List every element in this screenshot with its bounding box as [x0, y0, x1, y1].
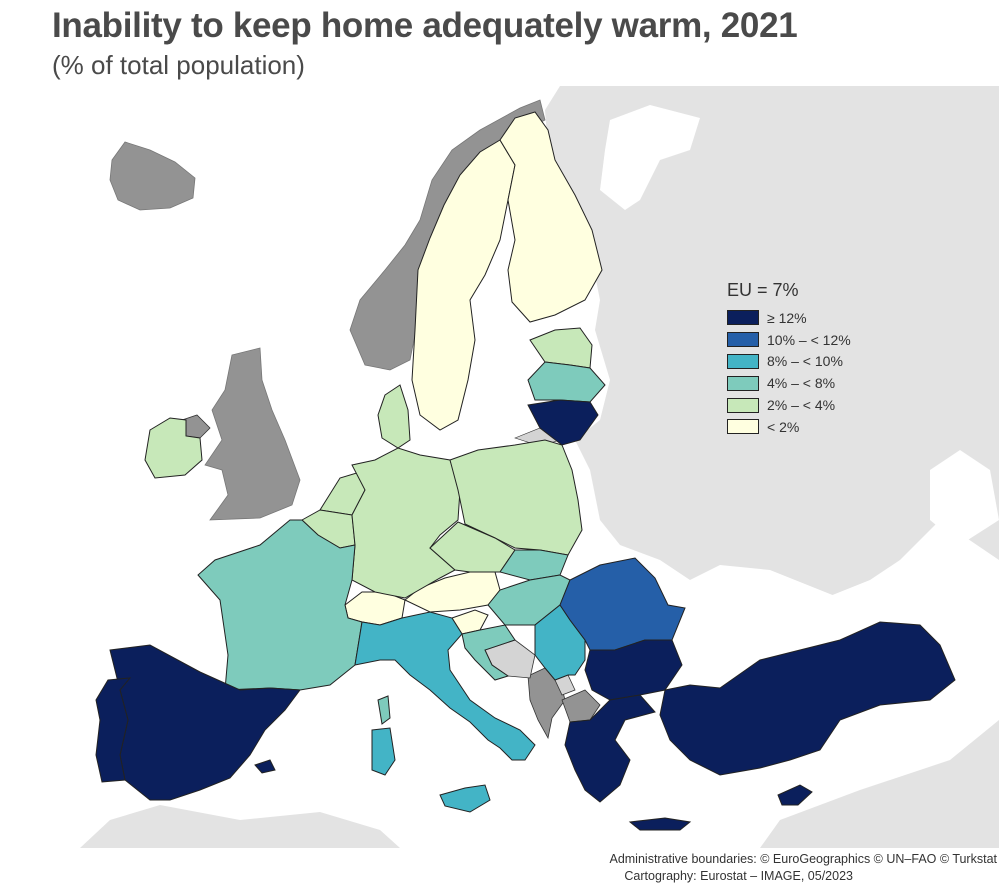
island-sardinia	[371, 727, 396, 776]
legend-label: < 2%	[767, 418, 800, 435]
country-iceland	[109, 141, 196, 211]
country-lithuania	[527, 399, 599, 446]
country-poland	[449, 439, 583, 556]
country-estonia	[527, 361, 606, 403]
legend-label: ≥ 12%	[767, 309, 807, 326]
country-portugal	[95, 677, 132, 783]
legend-label: 10% – < 12%	[767, 331, 851, 348]
island-cyprus	[777, 784, 813, 806]
island-corsica	[377, 695, 391, 725]
map-subtitle: (% of total population)	[52, 50, 305, 80]
legend-item: 8% – < 10%	[727, 351, 851, 373]
country-france	[197, 519, 363, 691]
island-sicily	[439, 784, 491, 813]
country-croatia	[461, 624, 516, 681]
legend-item: 4% – < 8%	[727, 372, 851, 394]
legend-item: 2% – < 4%	[727, 394, 851, 416]
legend-label: 2% – < 4%	[767, 397, 836, 414]
country-turkey	[659, 621, 956, 776]
legend-swatch	[727, 397, 759, 413]
caspian-sea	[930, 450, 999, 545]
country-austria	[404, 571, 501, 613]
country-united-kingdom	[204, 347, 301, 521]
country-ireland	[144, 417, 203, 479]
country-romania	[559, 557, 686, 651]
attribution-cartography: Cartography: Eurostat – IMAGE, 05/2023	[624, 869, 853, 883]
map-svg	[80, 86, 999, 848]
island-balearic	[254, 759, 276, 774]
legend-swatch	[727, 353, 759, 369]
legend-label: 8% – < 10%	[767, 353, 843, 370]
non-eu-white-sea	[600, 105, 700, 210]
country-denmark	[377, 384, 411, 449]
legend-item: < 2%	[727, 416, 851, 438]
attribution-boundaries: Administrative boundaries: © EuroGeograp…	[609, 852, 997, 866]
legend-swatch	[727, 419, 759, 435]
country-italy	[354, 611, 536, 761]
legend-title: EU = 7%	[727, 280, 799, 300]
legend-swatch	[727, 310, 759, 326]
legend-swatch	[727, 332, 759, 348]
legend-label: 4% – < 8%	[767, 375, 836, 392]
black-sea	[685, 565, 880, 665]
country-finland	[499, 111, 603, 323]
map-legend: EU = 7% ≥ 12% 10% – < 12% 8% – < 10% 4% …	[727, 280, 851, 438]
map-title: Inability to keep home adequately warm, …	[52, 6, 798, 45]
country-sweden	[411, 139, 516, 431]
non-eu-landmass-east	[545, 86, 999, 848]
country-latvia	[529, 327, 593, 369]
island-crete	[628, 817, 692, 831]
country-albania-north-macedonia	[561, 689, 601, 723]
country-greece	[564, 694, 656, 803]
legend-item: 10% – < 12%	[727, 329, 851, 351]
choropleth-map	[0, 86, 999, 848]
legend-swatch	[727, 375, 759, 391]
legend-item: ≥ 12%	[727, 307, 851, 329]
country-germany	[351, 447, 461, 599]
non-eu-north-africa	[80, 805, 400, 848]
